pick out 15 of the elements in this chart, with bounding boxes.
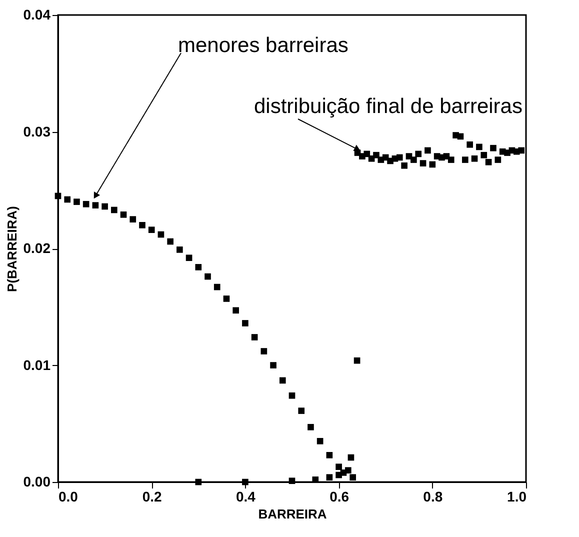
- annotation: distribuição final de barreiras: [254, 95, 522, 118]
- annotation: menores barreiras: [178, 34, 348, 57]
- x-tick-label: 0.2: [142, 488, 162, 504]
- y-tick-label: 0.04: [23, 6, 51, 22]
- y-tick-label: 0.03: [23, 123, 51, 140]
- x-tick-label: 0.4: [236, 488, 256, 504]
- x-tick-label: 0.6: [330, 488, 350, 504]
- x-tick-label: 1.0: [507, 488, 527, 504]
- y-tick-label: 0.00: [23, 474, 51, 490]
- x-axis-title: BARREIRA: [258, 506, 328, 522]
- x-tick-label: 0.8: [423, 488, 443, 504]
- y-axis-title: P(BARREIRA): [4, 206, 20, 292]
- x-tick-label: 0.0: [58, 488, 78, 504]
- y-tick-label: 0.02: [23, 240, 51, 256]
- y-tick-label: 0.01: [23, 356, 51, 373]
